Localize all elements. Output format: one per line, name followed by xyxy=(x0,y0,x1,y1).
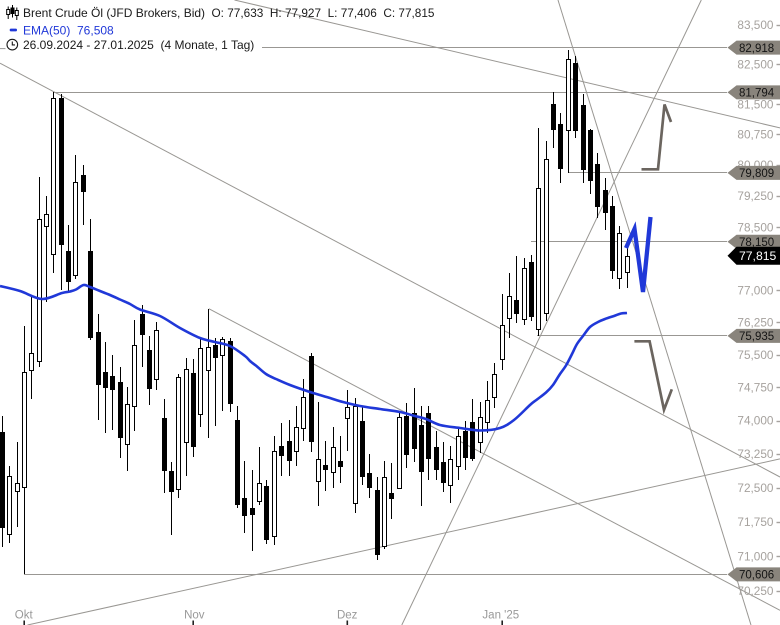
svg-text:Nov: Nov xyxy=(184,610,205,622)
svg-text:O: 77,633 H: 77,927 L: 77,40: O: 77,633 H: 77,927 L: 77,406 C: 77,815 xyxy=(212,6,435,20)
svg-text:Okt: Okt xyxy=(15,610,34,622)
svg-text:75,935: 75,935 xyxy=(739,331,774,343)
svg-text:79,809: 79,809 xyxy=(739,168,774,180)
svg-text:26.09.2024 - 27.01.2025 (4 Mo: 26.09.2024 - 27.01.2025 (4 Monate, 1 Tag… xyxy=(23,38,254,52)
svg-text:81,794: 81,794 xyxy=(739,88,775,100)
svg-text:EMA(50) 76,508: EMA(50) 76,508 xyxy=(23,24,114,38)
svg-text:75,500: 75,500 xyxy=(737,348,774,362)
svg-text:Jan '25: Jan '25 xyxy=(482,610,519,622)
svg-text:81,500: 81,500 xyxy=(737,97,774,111)
svg-text:71,000: 71,000 xyxy=(737,549,774,563)
svg-text:Dez: Dez xyxy=(337,610,358,622)
svg-text:77,815: 77,815 xyxy=(739,249,776,263)
svg-text:82,918: 82,918 xyxy=(739,43,774,55)
svg-text:78,150: 78,150 xyxy=(739,237,774,249)
svg-text:Brent Crude Öl (JFD Brokers, B: Brent Crude Öl (JFD Brokers, Bid) xyxy=(23,6,205,20)
svg-text:71,750: 71,750 xyxy=(737,515,774,529)
svg-text:74,000: 74,000 xyxy=(737,414,774,428)
svg-text:77,000: 77,000 xyxy=(737,284,774,298)
svg-text:72,500: 72,500 xyxy=(737,481,774,495)
svg-text:74,750: 74,750 xyxy=(737,381,774,395)
svg-text:76,250: 76,250 xyxy=(737,316,774,330)
svg-text:70,250: 70,250 xyxy=(737,584,774,598)
svg-text:73,250: 73,250 xyxy=(737,447,774,461)
svg-text:79,250: 79,250 xyxy=(737,189,774,203)
svg-text:82,500: 82,500 xyxy=(737,57,774,71)
svg-text:70,606: 70,606 xyxy=(739,570,774,582)
svg-text:80,750: 80,750 xyxy=(737,128,774,142)
svg-text:83,500: 83,500 xyxy=(737,18,774,32)
svg-text:78,500: 78,500 xyxy=(737,220,774,234)
